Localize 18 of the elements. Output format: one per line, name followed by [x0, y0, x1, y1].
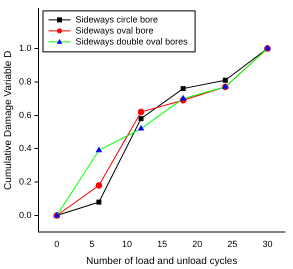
x-tick-label: 10 [122, 239, 132, 250]
x-tick-label: 5 [89, 239, 94, 250]
x-axis-title: Number of load and unload cycles [86, 256, 238, 267]
y-tick-label: 0.0 [18, 210, 32, 220]
x-tick-label: 0 [54, 239, 60, 250]
x-tick-label: 25 [227, 239, 238, 250]
y-tick-label: 0.6 [18, 110, 32, 120]
y-tick-label: 0.8 [18, 76, 32, 86]
x-tick-label: 15 [157, 239, 168, 250]
legend-label: Sideways circle bore [76, 14, 158, 24]
y-tick-label: 0.4 [18, 143, 32, 154]
y-tick-label: 0.2 [18, 176, 32, 187]
x-tick-label: 30 [262, 239, 272, 250]
y-axis-title: Cumulative Damage Variable D [2, 50, 14, 190]
legend-label: Sideways double oval bores [76, 36, 188, 46]
y-tick-label: 1.0 [18, 42, 32, 53]
x-tick-label: 20 [192, 239, 202, 250]
legend-label: Sideways oval bore [76, 25, 154, 36]
